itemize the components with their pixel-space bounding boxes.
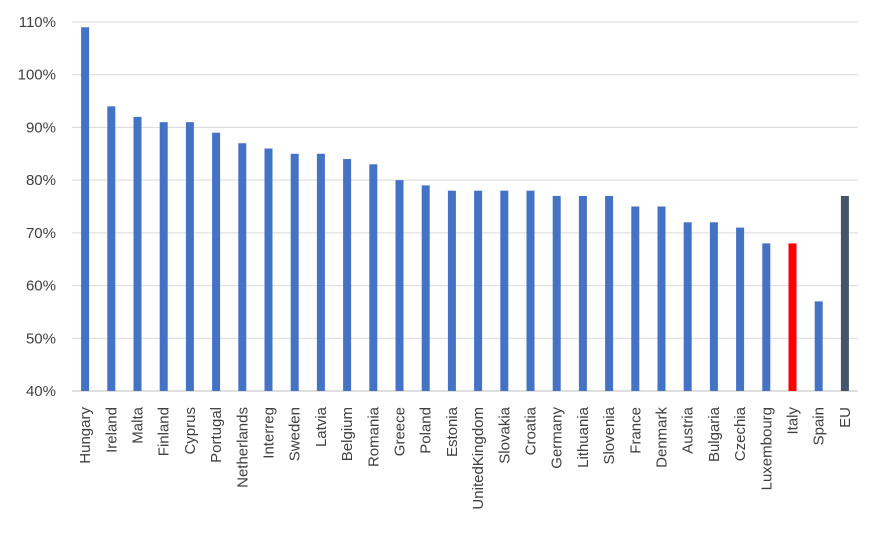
x-tick-label: Greece (392, 407, 409, 456)
x-tick-label: EU (837, 407, 854, 428)
bar-finland (159, 122, 168, 392)
x-tick-label: Estonia (444, 406, 461, 457)
x-tick-label: Netherlands (234, 407, 251, 488)
gridlines (72, 21, 858, 392)
x-tick-label: Slovakia (496, 406, 513, 463)
x-tick-label: Austria (680, 406, 697, 453)
bar-austria (683, 222, 692, 391)
bar-luxembourg (762, 243, 771, 391)
bars (81, 27, 849, 392)
bar-belgium (343, 159, 352, 391)
bar-lithuania (578, 195, 587, 391)
bar-unitedkingdom (474, 190, 483, 391)
y-tick-label: 100% (18, 67, 56, 84)
bar-cyprus (185, 122, 194, 392)
x-tick-label: Portugal (208, 407, 225, 463)
x-tick-label: Bulgaria (706, 406, 723, 462)
x-tick-label: Lithuania (575, 406, 592, 468)
x-tick-label: Hungary (77, 407, 94, 464)
bar-hungary (81, 27, 90, 392)
bar-eu (840, 195, 849, 391)
y-tick-label: 50% (26, 330, 56, 347)
bar-poland (421, 185, 430, 391)
bar-sweden (290, 153, 299, 391)
x-tick-label: Sweden (287, 407, 304, 461)
x-tick-label: Latvia (313, 406, 330, 447)
x-tick-label: Denmark (654, 407, 671, 468)
bar-slovenia (605, 195, 614, 391)
y-tick-label: 90% (26, 119, 56, 136)
bar-germany (552, 195, 561, 391)
bar-denmark (657, 206, 666, 391)
x-tick-label: Luxembourg (758, 407, 775, 490)
x-axis: Hungary Ireland Malta Finland Cyprus Portugal… (77, 406, 854, 509)
bar-estonia (447, 190, 456, 391)
x-tick-label: Ireland (103, 407, 120, 453)
bar-france (631, 206, 640, 391)
y-tick-label: 60% (26, 278, 56, 295)
y-tick-label: 40% (26, 383, 56, 400)
bar-slovakia (500, 190, 509, 391)
y-tick-label: 70% (26, 225, 56, 242)
x-tick-label: Germany (549, 407, 566, 469)
bar-spain (814, 301, 823, 391)
bar-bulgaria (709, 222, 718, 391)
x-tick-label: Malta (130, 406, 147, 443)
x-tick-label: France (627, 407, 644, 454)
bar-ireland (107, 106, 116, 391)
bar-portugal (212, 132, 221, 391)
y-tick-label: 80% (26, 172, 56, 189)
x-tick-label: Belgium (339, 407, 356, 461)
x-tick-label: Czechia (732, 406, 749, 461)
bar-malta (133, 116, 142, 391)
y-tick-label: 110% (19, 14, 56, 31)
x-tick-label: Croatia (523, 406, 540, 455)
x-tick-label: Slovenia (601, 406, 618, 464)
bar-greece (395, 180, 404, 391)
bar-latvia (316, 153, 325, 391)
bar-italy (788, 243, 797, 391)
x-tick-label: Romania (365, 406, 382, 467)
x-tick-label: Interreg (261, 407, 278, 459)
x-tick-label: Cyprus (182, 407, 199, 455)
bar-interreg (264, 148, 273, 391)
bar-croatia (526, 190, 535, 391)
y-axis: 40% 50% 60% 70% 80% 90% 100% 110% (18, 14, 56, 400)
bar-czechia (736, 227, 745, 391)
x-tick-label: Spain (811, 407, 828, 445)
x-tick-label: Poland (418, 407, 435, 454)
bar-romania (369, 164, 378, 391)
x-tick-label: UnitedKingdom (470, 407, 487, 510)
x-tick-label: Italy (785, 407, 802, 435)
x-tick-label: Finland (156, 407, 173, 456)
bar-netherlands (238, 143, 247, 391)
